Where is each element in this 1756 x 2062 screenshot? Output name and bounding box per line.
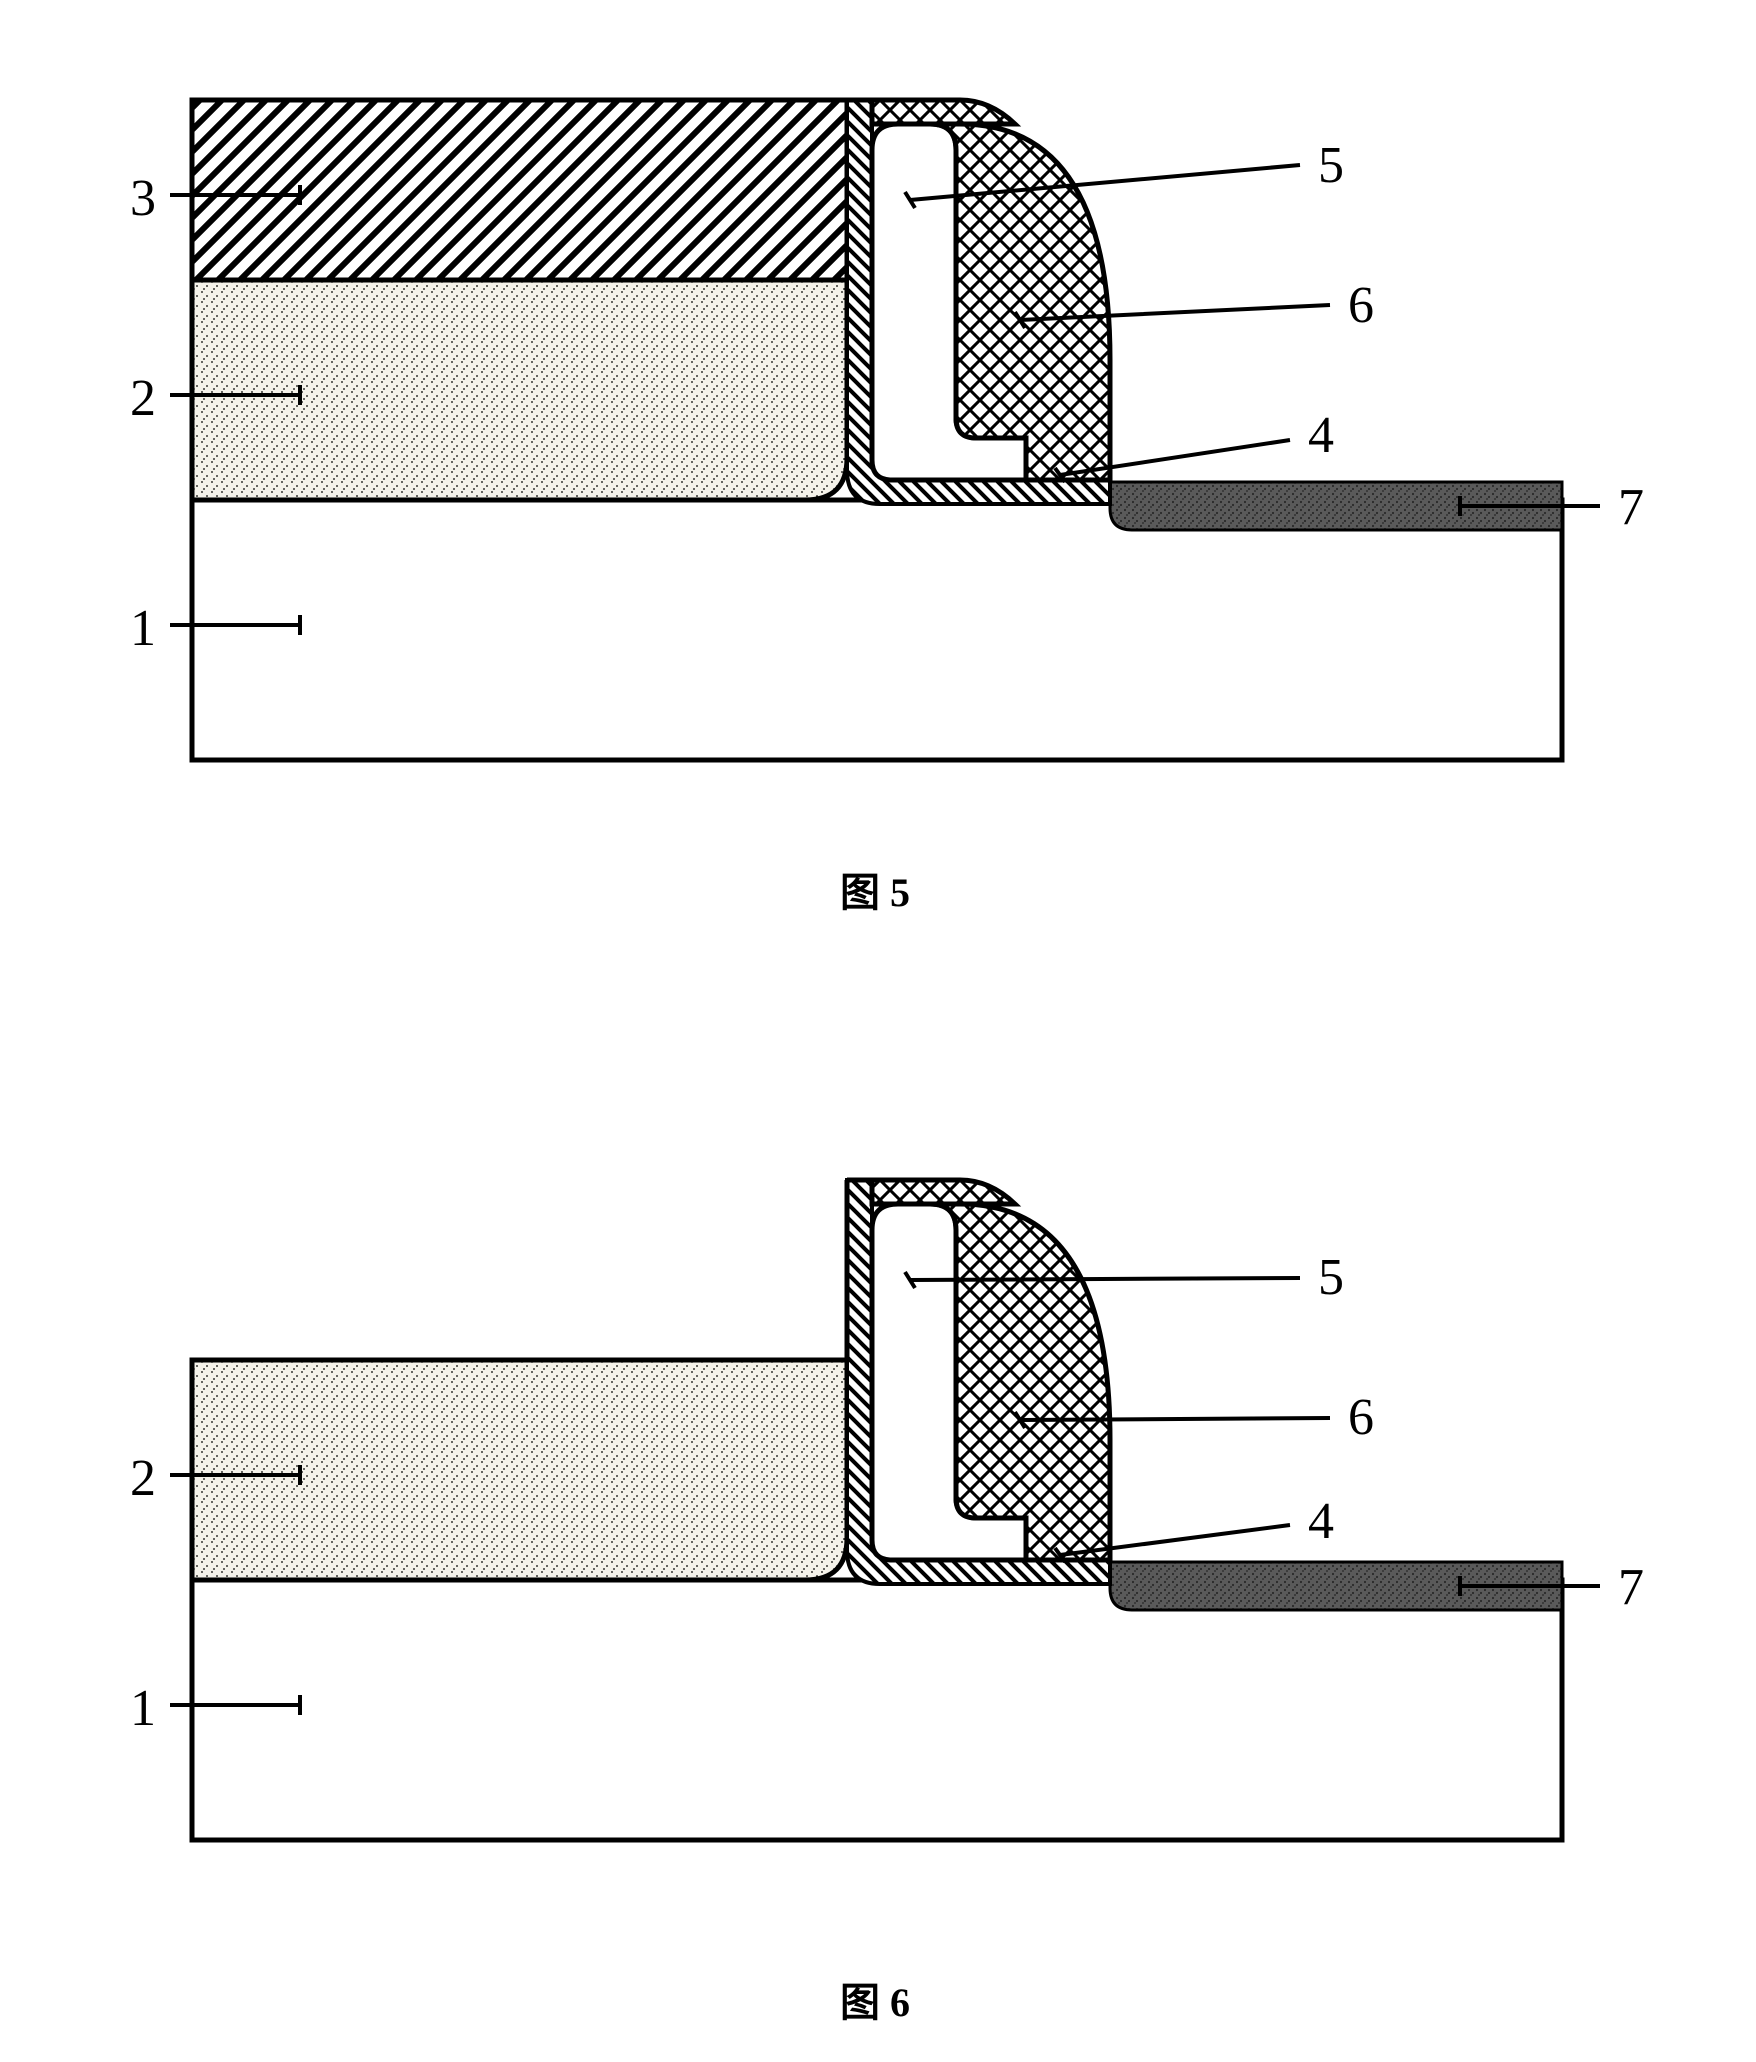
layer-2 [192, 280, 847, 500]
label-5: 5 [1318, 1249, 1344, 1306]
label-3: 3 [130, 170, 156, 227]
layer-6-cap [847, 100, 1015, 124]
label-7: 7 [1618, 1559, 1644, 1616]
layer-6-cap [847, 1180, 1015, 1204]
figure-5: 3 2 1 5 6 4 7 [60, 20, 1680, 800]
layer-1-substrate [192, 500, 1562, 760]
label-7: 7 [1618, 479, 1644, 536]
label-6: 6 [1348, 1389, 1374, 1446]
layer-3 [192, 100, 847, 280]
label-6: 6 [1348, 277, 1374, 334]
page-root: 3 2 1 5 6 4 7 图 5 [0, 0, 1756, 2062]
layer-6-spacer [930, 124, 1110, 480]
layer-1-substrate [192, 1580, 1562, 1840]
caption-fig5: 图 5 [840, 860, 910, 918]
label-1: 1 [130, 1680, 156, 1737]
label-2: 2 [130, 370, 156, 427]
label-1: 1 [130, 600, 156, 657]
label-4: 4 [1308, 1493, 1334, 1550]
label-5: 5 [1318, 137, 1344, 194]
figure-6: 2 1 5 6 4 7 [60, 1060, 1680, 1880]
caption-fig6: 图 6 [840, 1970, 910, 2028]
layer-6-spacer [930, 1204, 1110, 1560]
label-2: 2 [130, 1450, 156, 1507]
layer-2 [192, 1360, 847, 1580]
label-4: 4 [1308, 407, 1334, 464]
